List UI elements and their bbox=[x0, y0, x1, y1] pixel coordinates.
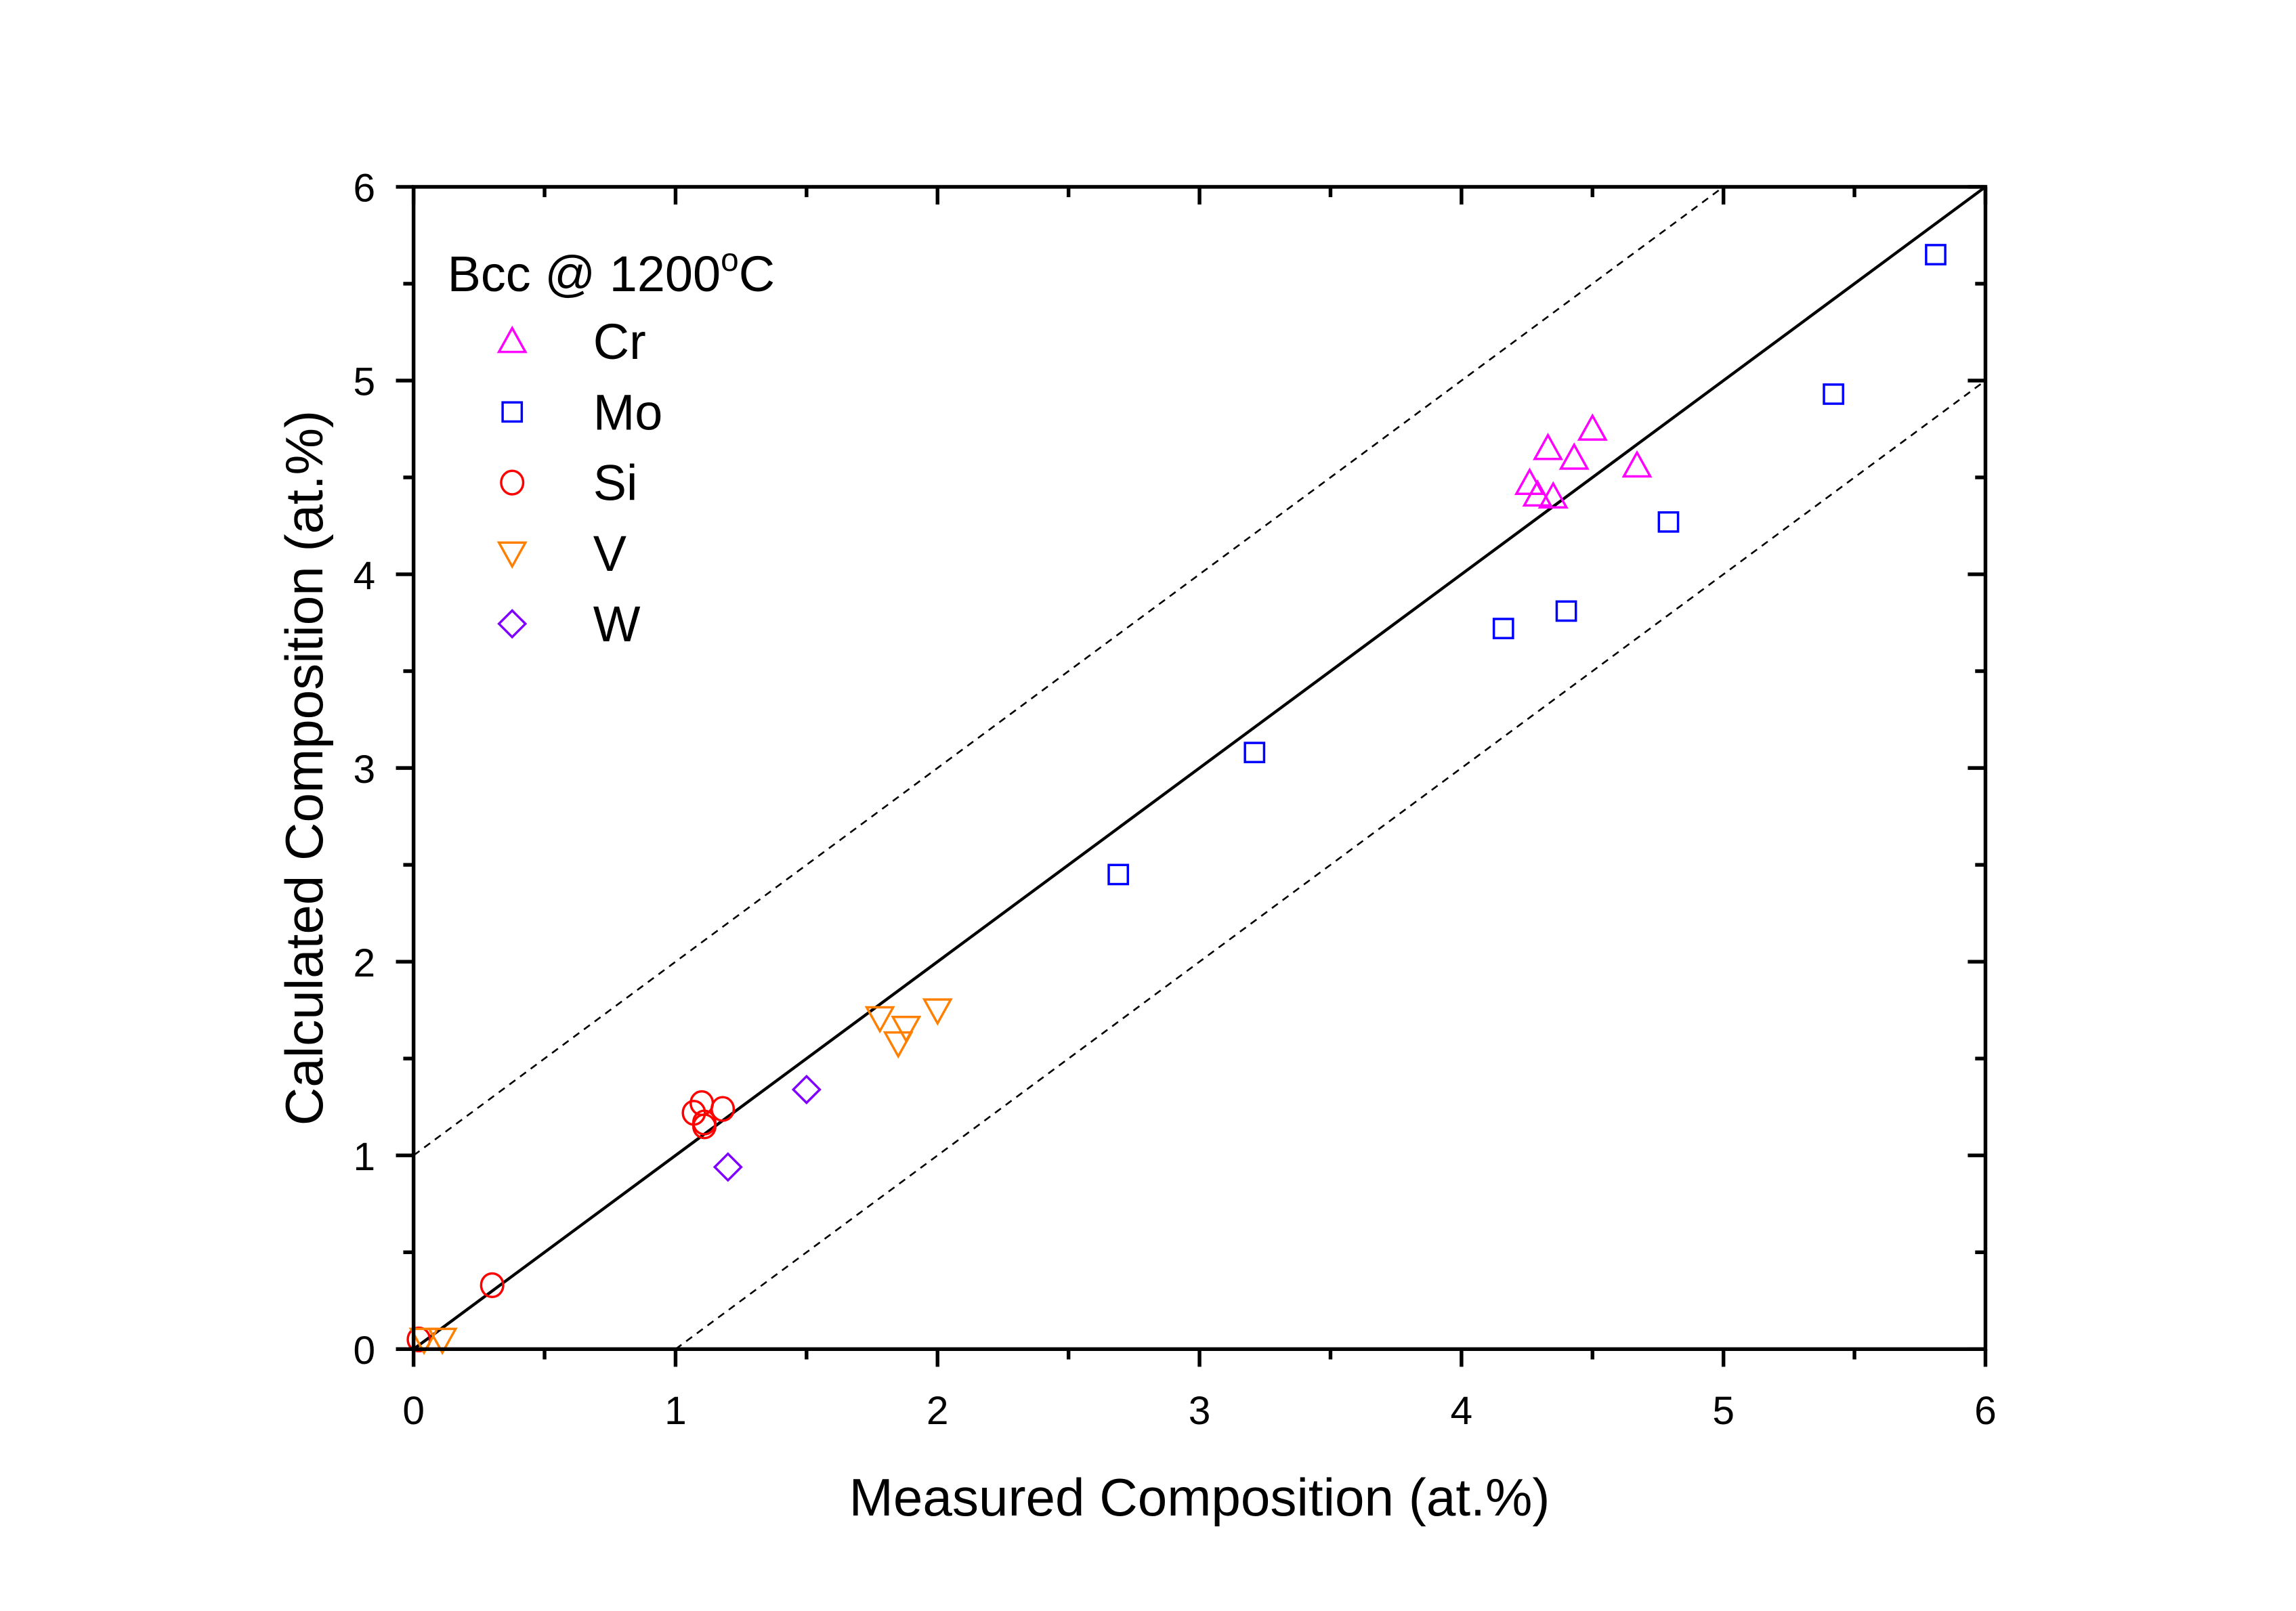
legend-label: Mo bbox=[593, 384, 663, 440]
reference-line-y=x-1 bbox=[675, 379, 1986, 1350]
legend-label: Cr bbox=[593, 314, 646, 370]
legend-item-si: Si bbox=[500, 455, 638, 511]
y-tick-label: 5 bbox=[354, 360, 376, 404]
reference-line-y=x+1 bbox=[412, 186, 1724, 1157]
data-point-cr bbox=[1558, 442, 1590, 470]
x-tick-label: 4 bbox=[1451, 1389, 1473, 1433]
y-tick-label: 1 bbox=[354, 1135, 376, 1179]
x-tick-label: 5 bbox=[1712, 1389, 1735, 1433]
data-point-mo bbox=[1925, 244, 1947, 265]
data-point-v bbox=[883, 1031, 914, 1059]
legend: Bcc @ 1200oC Cr Mo Si VW bbox=[448, 242, 775, 652]
x-axis-label: Measured Composition (at.%) bbox=[849, 1467, 1550, 1527]
legend-item-mo: Mo bbox=[501, 384, 663, 440]
legend-marker-w-icon bbox=[497, 609, 528, 639]
legend-item-v: V bbox=[496, 525, 626, 582]
y-tick-label: 2 bbox=[354, 941, 376, 985]
data-point-cr bbox=[1621, 450, 1653, 478]
data-point-mo bbox=[1243, 742, 1266, 764]
legend-marker-v-icon bbox=[496, 541, 528, 570]
x-tick-label: 1 bbox=[664, 1389, 687, 1433]
series-Mo bbox=[1107, 244, 1947, 886]
series-Si bbox=[406, 1090, 736, 1353]
y-tick-label: 4 bbox=[354, 554, 376, 598]
data-point-cr bbox=[1532, 432, 1564, 460]
legend-item-w: W bbox=[497, 596, 641, 652]
y-axis-label: Calculated Composition (at.%) bbox=[274, 410, 334, 1125]
x-tick-label: 3 bbox=[1189, 1389, 1211, 1433]
data-point-cr bbox=[1537, 481, 1569, 509]
reference-line-y=x bbox=[412, 186, 1986, 1351]
data-point-v bbox=[408, 1327, 440, 1356]
legend-marker-mo-icon bbox=[501, 401, 524, 423]
data-point-si bbox=[480, 1272, 505, 1298]
reference-lines bbox=[412, 186, 1986, 1351]
data-point-w bbox=[713, 1152, 743, 1182]
legend-title: Bcc @ 1200oC bbox=[448, 242, 775, 302]
data-points bbox=[406, 244, 1947, 1356]
series-W bbox=[713, 1074, 822, 1182]
x-tick-label: 6 bbox=[1974, 1389, 1997, 1433]
y-tick-labels: 0 1 2 3 4 5 6 bbox=[354, 167, 376, 1373]
y-tick-label: 3 bbox=[354, 748, 376, 792]
data-point-v bbox=[427, 1327, 458, 1356]
x-tick-label: 2 bbox=[927, 1389, 949, 1433]
data-point-mo bbox=[1555, 600, 1577, 622]
legend-label: V bbox=[593, 525, 626, 582]
data-point-v bbox=[864, 1006, 895, 1034]
y-tick-label: 0 bbox=[354, 1329, 376, 1373]
data-point-cr bbox=[1522, 479, 1553, 507]
legend-item-cr: Cr bbox=[496, 314, 646, 370]
legend-label: Si bbox=[593, 455, 638, 511]
x-tick-label: 0 bbox=[402, 1389, 425, 1433]
series-V bbox=[408, 998, 953, 1356]
series-Cr bbox=[1514, 413, 1653, 509]
data-point-mo bbox=[1107, 863, 1130, 886]
data-point-si bbox=[692, 1113, 717, 1140]
data-point-v bbox=[891, 1016, 922, 1044]
data-point-v bbox=[922, 998, 953, 1026]
y-tick-label: 6 bbox=[354, 167, 376, 211]
data-point-cr bbox=[1577, 413, 1608, 441]
legend-marker-si-icon bbox=[500, 469, 525, 496]
data-point-mo bbox=[1657, 511, 1680, 533]
legend-marker-cr-icon bbox=[496, 325, 528, 353]
data-point-mo bbox=[1823, 383, 1844, 405]
axis-ticks bbox=[396, 185, 1988, 1367]
legend-label: W bbox=[593, 596, 641, 652]
data-point-w bbox=[791, 1074, 822, 1104]
x-tick-labels: 0 1 2 3 4 5 6 bbox=[402, 1389, 1996, 1433]
data-point-mo bbox=[1492, 618, 1514, 639]
data-point-si bbox=[710, 1096, 736, 1122]
